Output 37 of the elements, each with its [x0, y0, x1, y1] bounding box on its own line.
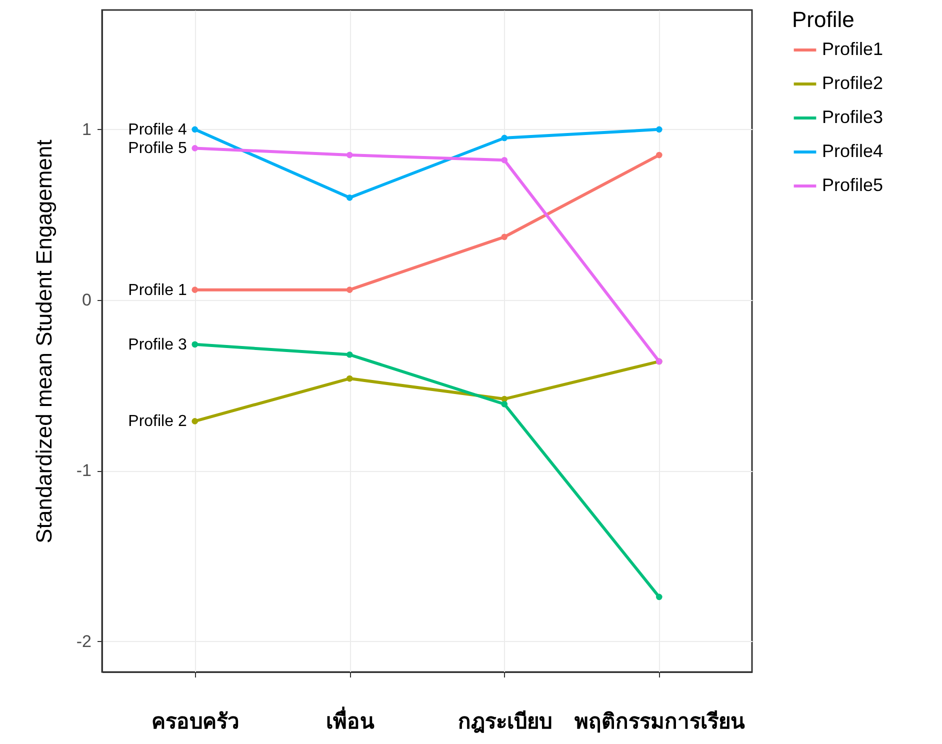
- point: [192, 126, 198, 133]
- x-tick-label: กฎระเบียบ: [458, 710, 552, 734]
- annotation: Profile 4: [128, 121, 187, 138]
- legend-label: Profile1: [822, 39, 884, 59]
- legend-label: Profile3: [822, 107, 884, 127]
- legend-label: Profile5: [822, 175, 884, 195]
- annotation: Profile 5: [128, 140, 187, 158]
- point: [192, 418, 198, 424]
- y-tick-label: -2: [76, 632, 92, 651]
- point: [656, 594, 662, 600]
- annotation: Profile 1: [128, 282, 187, 299]
- point: [501, 156, 508, 164]
- point: [192, 341, 198, 348]
- x-tick-label: ครอบครัว: [151, 710, 240, 734]
- point: [346, 152, 353, 158]
- point: [501, 134, 508, 142]
- point: [656, 152, 662, 158]
- point: [501, 400, 508, 408]
- point: [192, 286, 198, 293]
- point: [192, 145, 198, 152]
- legend-label: Profile4: [822, 141, 884, 161]
- point: [346, 194, 353, 201]
- x-tick-label: พฤติกรรมการเรียน: [574, 710, 746, 734]
- annotation: Profile 3: [128, 336, 187, 354]
- annotation: Profile 2: [128, 413, 187, 430]
- y-axis-title: Standardized mean Student Engagement: [31, 140, 56, 544]
- point: [656, 126, 662, 133]
- point: [346, 375, 353, 382]
- legend-title: Profile: [792, 7, 854, 32]
- y-tick-label: 0: [82, 290, 92, 310]
- y-tick-label: -1: [76, 461, 92, 480]
- y-tick-label: 1: [82, 120, 92, 139]
- x-tick-label: เพื่อน: [326, 706, 376, 734]
- point: [346, 351, 353, 358]
- point: [346, 286, 353, 293]
- legend-label: Profile2: [822, 73, 884, 93]
- point: [501, 234, 508, 240]
